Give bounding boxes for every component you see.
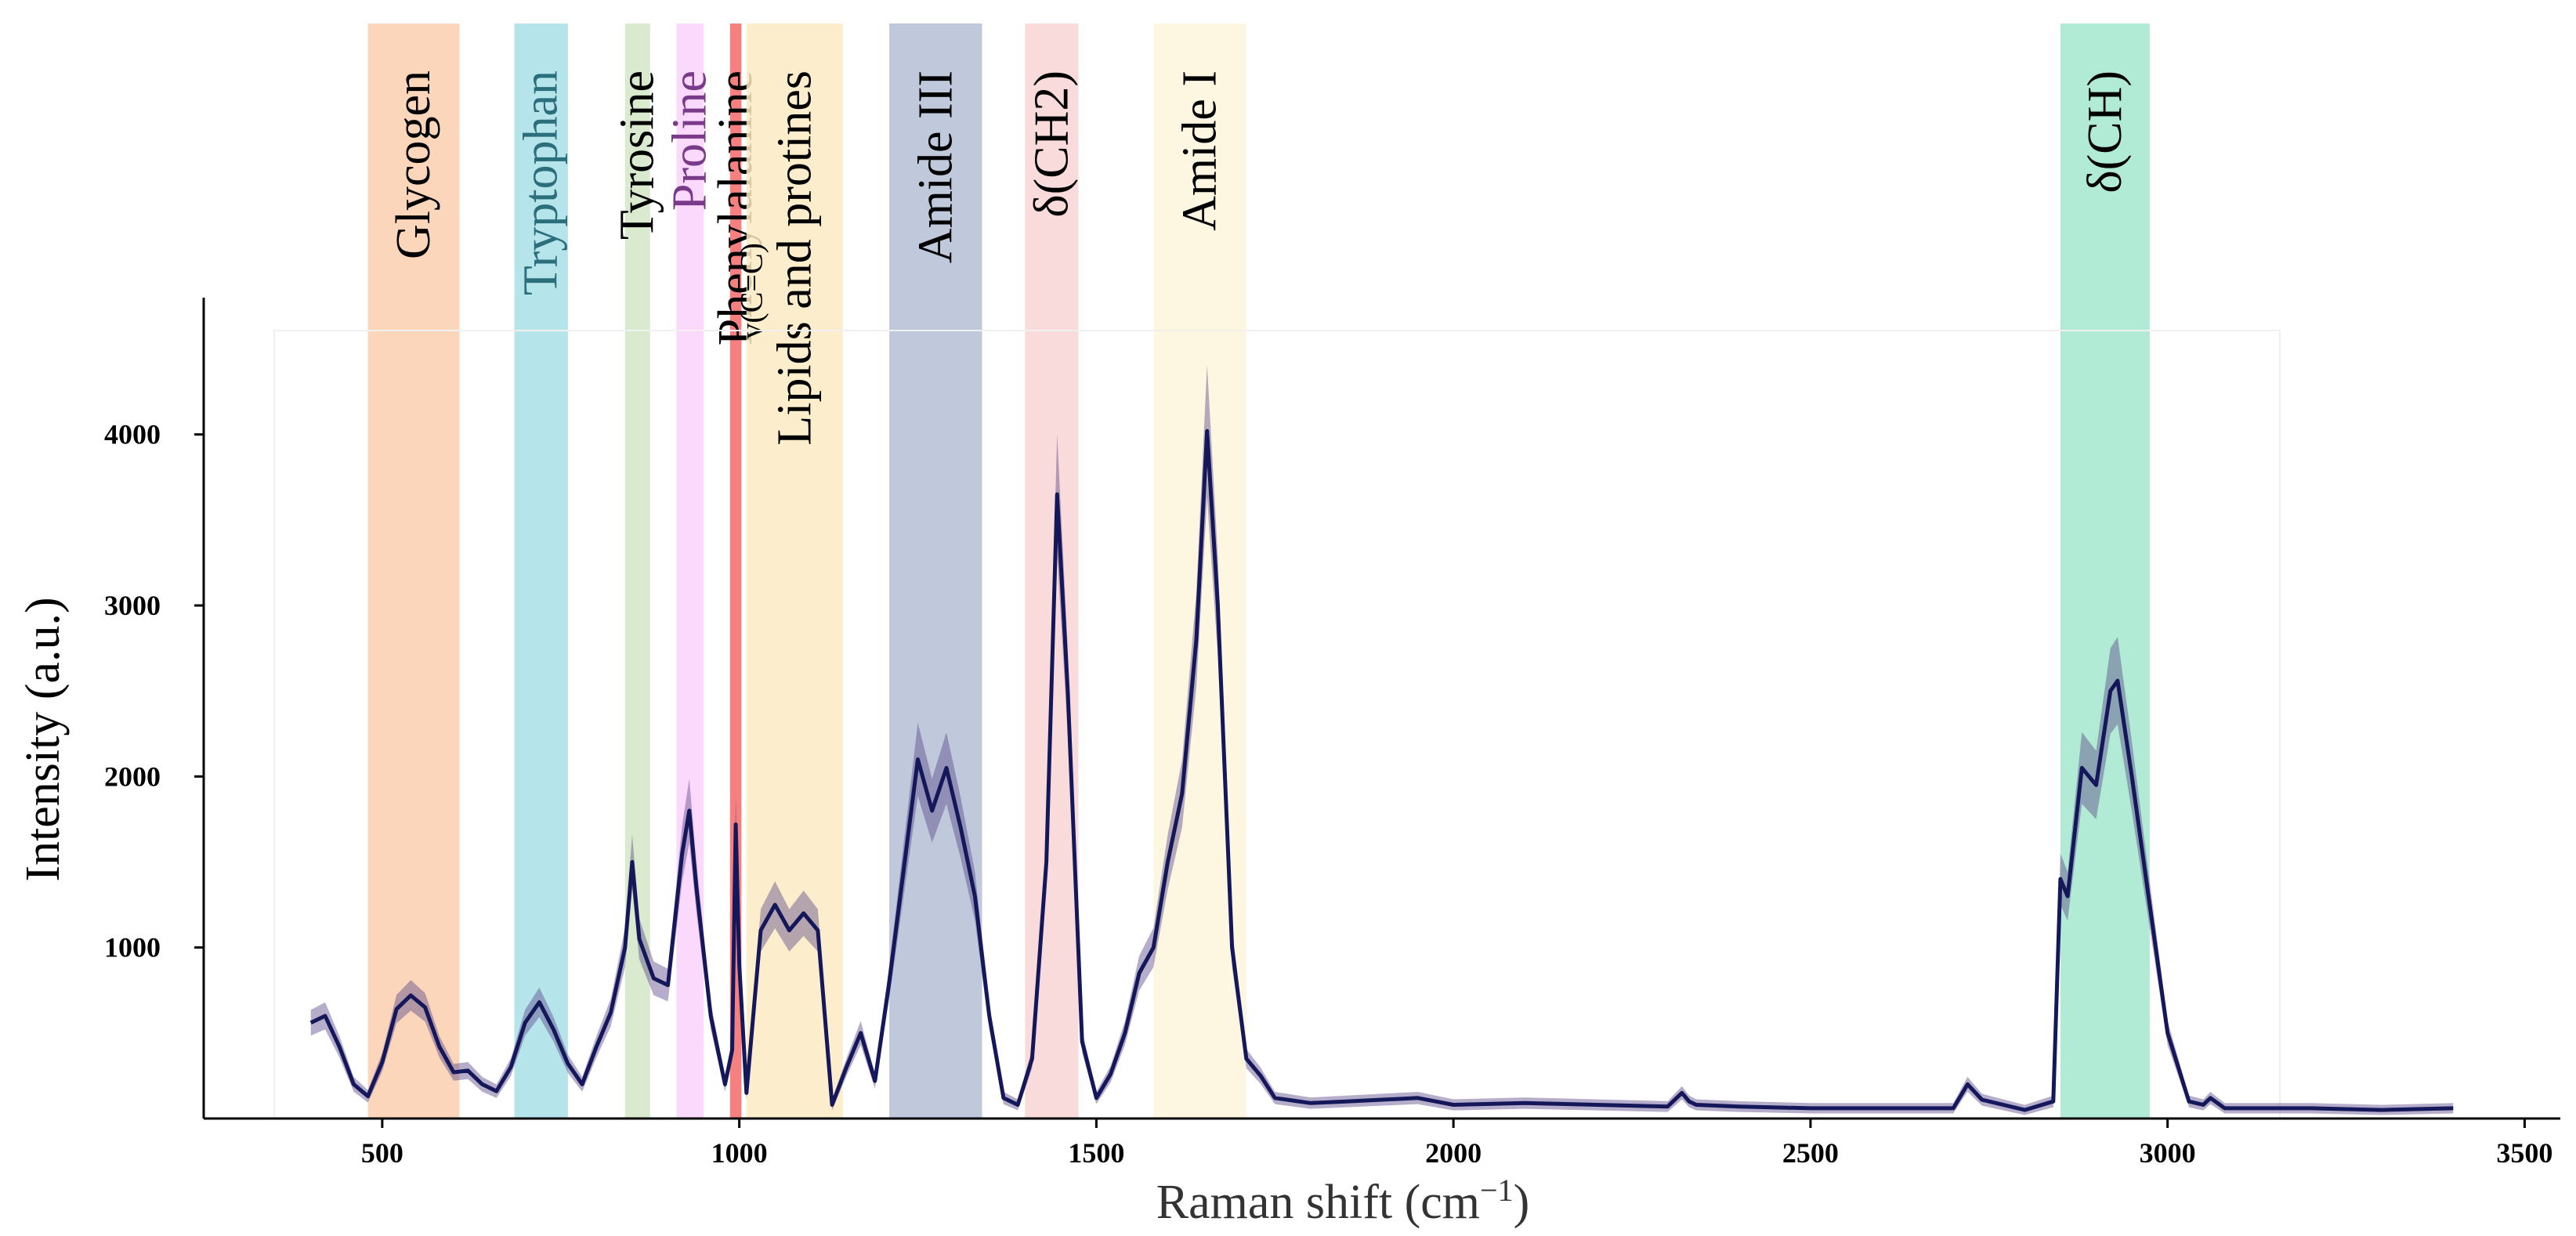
axes: 500 1000 1500 2000 2500 3000 3500 1000 2000 3000 4…	[104, 298, 2560, 1169]
band-layer: Glycogen Tryptophan TyrosineProlinePhenyla…	[367, 23, 2150, 1119]
y-tick-label: 4000	[104, 419, 161, 450]
y-tick-label: 2000	[104, 761, 161, 792]
x-axis-label: Raman shift (cm−1)	[1156, 1173, 1529, 1230]
band-label-6: Amide III	[909, 70, 962, 263]
band-label-7: δ(CH2)	[1025, 70, 1078, 218]
band-6	[889, 23, 982, 1119]
band-7	[1025, 23, 1079, 1119]
band-1	[514, 23, 568, 1119]
x-axis-label-sup: −1	[1480, 1173, 1514, 1208]
y-axis-label: Intensity (a.u.)	[16, 597, 70, 881]
y-tick-label: 3000	[104, 590, 161, 621]
series-0-line	[309, 428, 2454, 1112]
y-tick-label: 1000	[104, 932, 161, 963]
x-tick-label: 3500	[2496, 1137, 2552, 1169]
band-3	[676, 23, 704, 1119]
x-tick-label: 3000	[2140, 1137, 2196, 1169]
band-label-9: δ(CH)	[2079, 70, 2132, 193]
x-tick-label: 1000	[711, 1137, 768, 1169]
band-label-5: Lipids and protines	[768, 70, 821, 446]
x-tick-label: 500	[361, 1137, 403, 1169]
x-tick-label: 2500	[1782, 1137, 1839, 1169]
x-tick-label: 2000	[1425, 1137, 1482, 1169]
band-label-1: Tryptophan	[515, 70, 568, 295]
band-label-3: Proline	[664, 70, 717, 211]
band-9	[2060, 23, 2150, 1119]
band-sublabel-5: v(C=C)	[733, 243, 769, 339]
band-0	[367, 23, 460, 1119]
band-label-2: Tyrosine	[611, 70, 664, 240]
x-axis-label-close: )	[1514, 1176, 1530, 1229]
x-axis-label-main: Raman shift (cm	[1156, 1176, 1480, 1229]
band-5	[746, 23, 843, 1119]
series-layer	[309, 364, 2454, 1115]
x-tick-label: 1500	[1068, 1137, 1124, 1169]
plot-frame	[273, 330, 2281, 1119]
band-4	[729, 23, 742, 1119]
band-label-0: Glycogen	[387, 70, 440, 259]
band-label-8: Amide I	[1174, 70, 1227, 231]
